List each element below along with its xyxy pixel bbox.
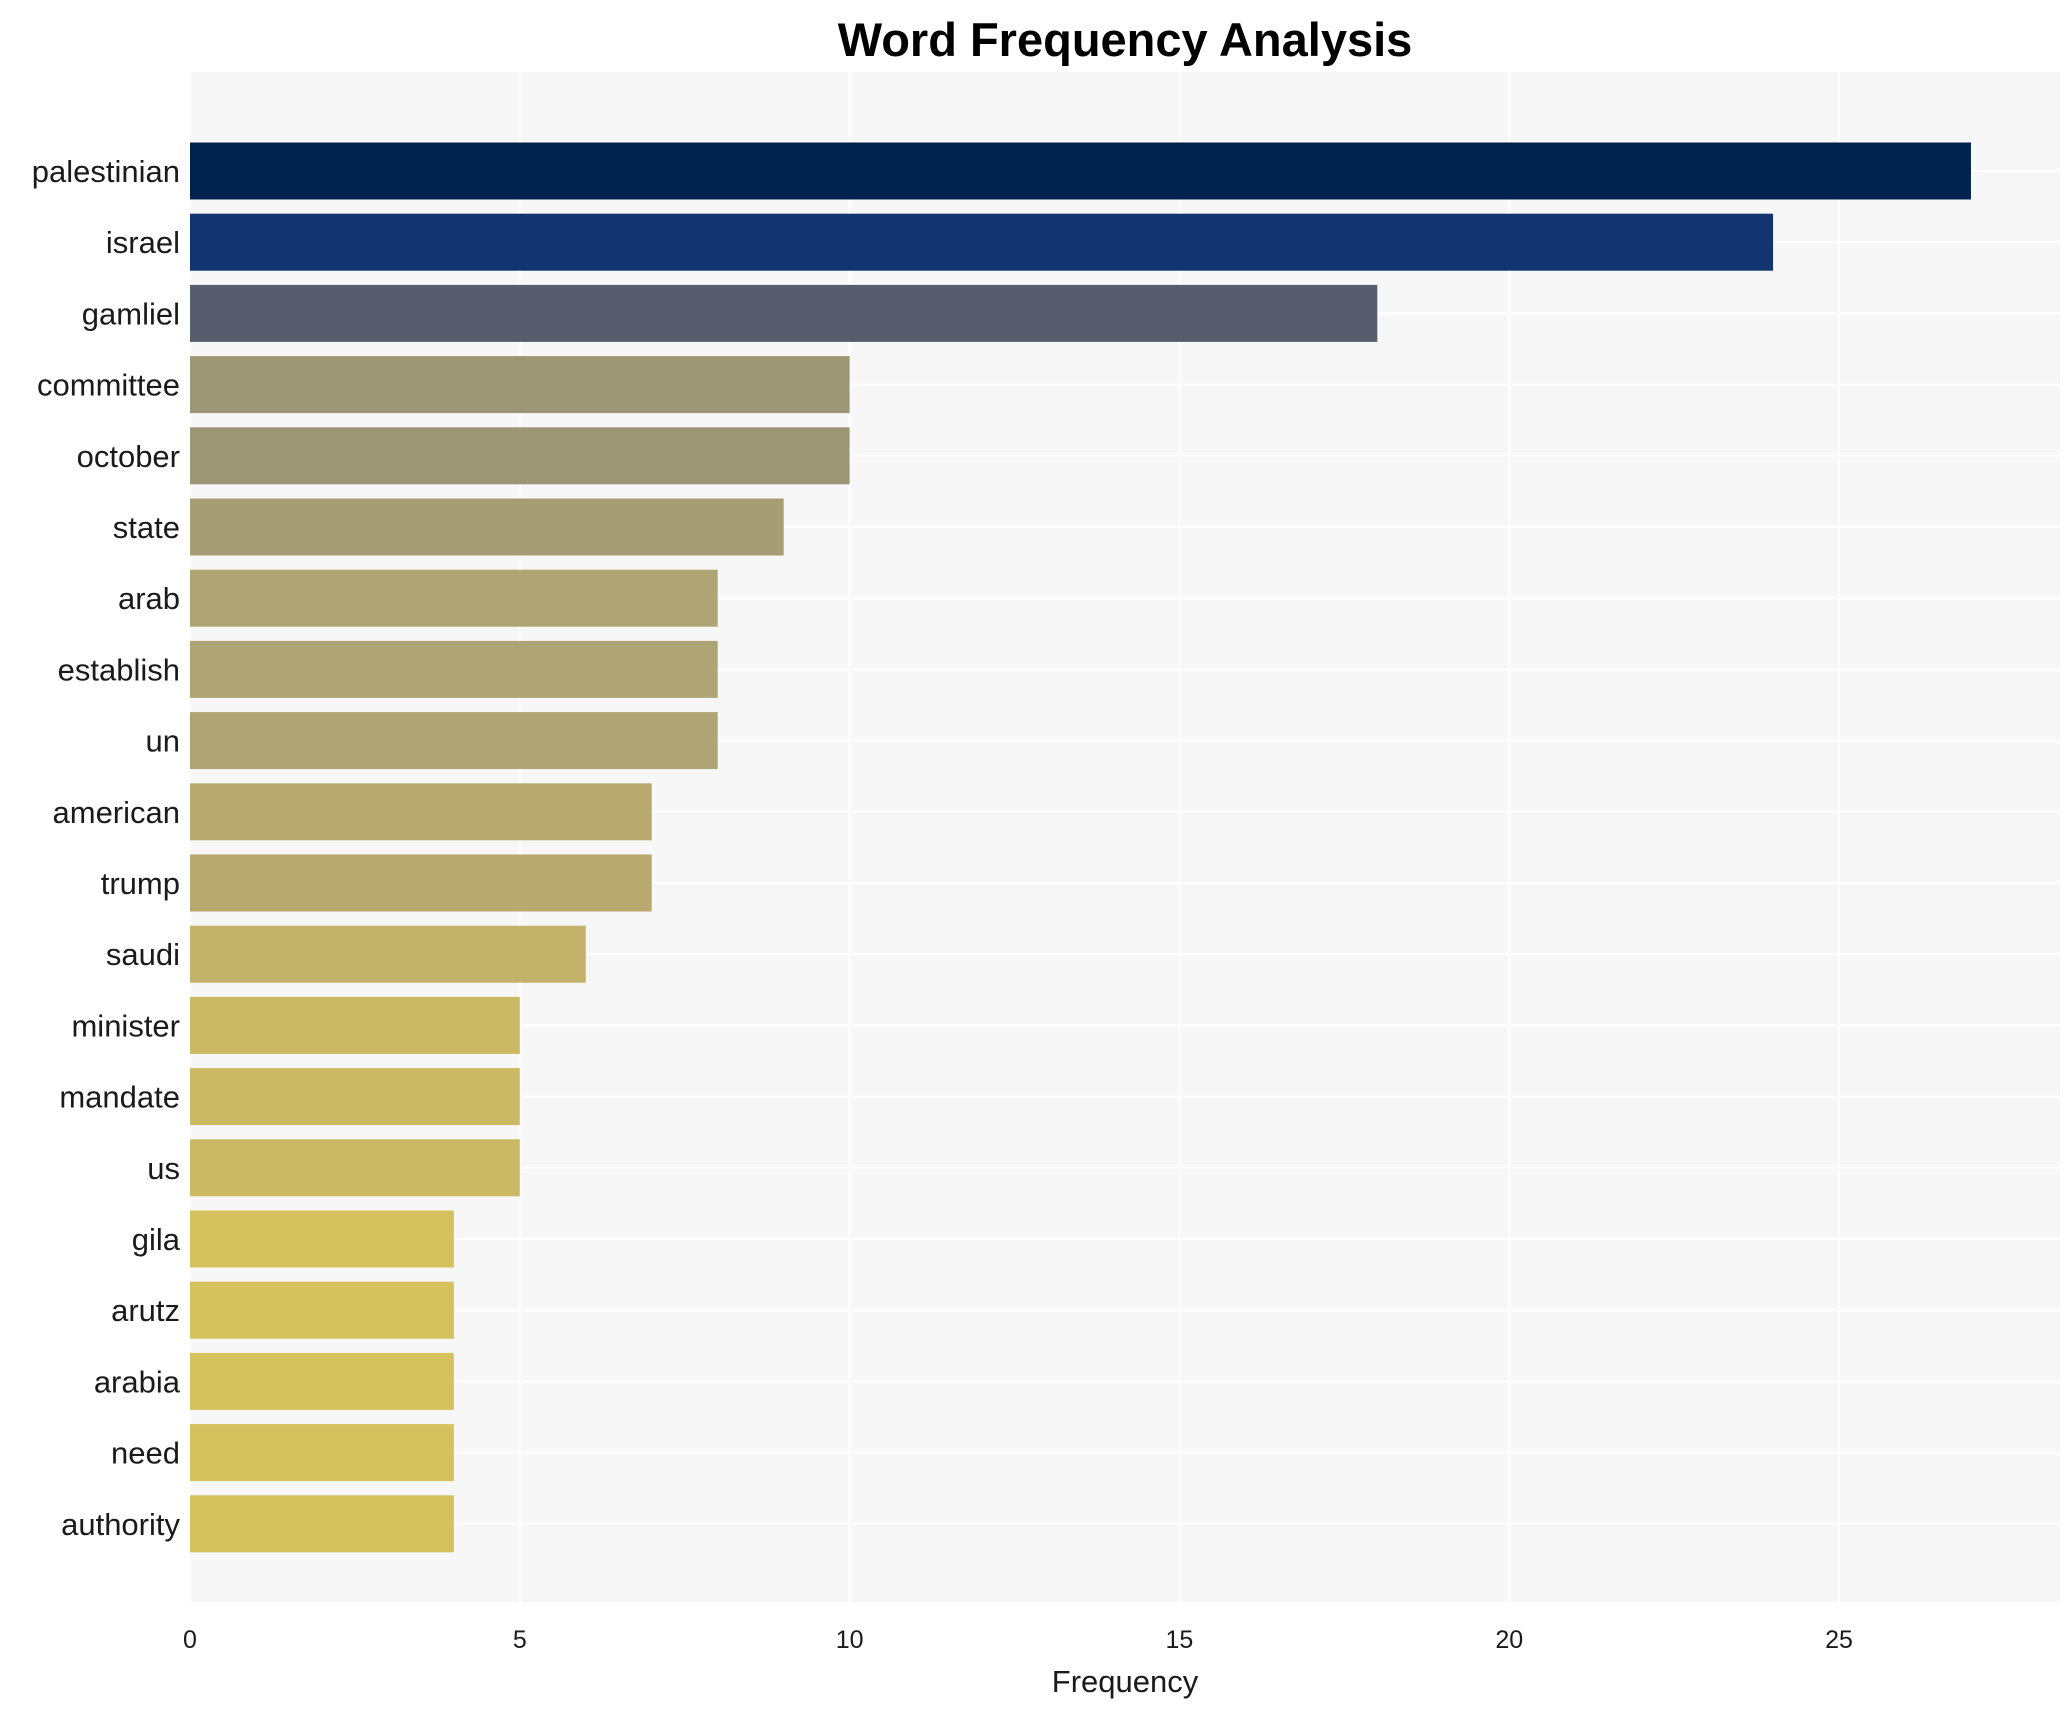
- x-tick-label-25: 25: [1825, 1626, 1853, 1654]
- category-label-state: state: [113, 510, 180, 545]
- x-tick-label-5: 5: [513, 1626, 527, 1654]
- bar-need: [190, 1424, 454, 1482]
- bar-establish: [190, 640, 718, 698]
- category-label-israel: israel: [106, 225, 180, 260]
- category-label-arutz: arutz: [111, 1293, 180, 1328]
- category-label-october: october: [77, 439, 180, 474]
- bar-un: [190, 712, 718, 770]
- category-label-gila: gila: [132, 1222, 181, 1257]
- bar-authority: [190, 1495, 454, 1553]
- category-label-trump: trump: [101, 866, 180, 901]
- category-label-gamliel: gamliel: [82, 296, 180, 331]
- bar-mandate: [190, 1068, 520, 1126]
- bar-minister: [190, 996, 520, 1054]
- bar-state: [190, 498, 784, 556]
- category-label-authority: authority: [61, 1507, 180, 1542]
- bar-saudi: [190, 925, 586, 983]
- category-label-un: un: [146, 724, 180, 759]
- x-tick-label-0: 0: [183, 1626, 197, 1654]
- x-tick-label-10: 10: [836, 1626, 864, 1654]
- chart-title: Word Frequency Analysis: [838, 13, 1413, 66]
- x-axis-title: Frequency: [1052, 1664, 1199, 1699]
- bar-trump: [190, 854, 652, 912]
- category-label-arab: arab: [118, 581, 180, 616]
- x-tick-labels: 0 5 10 15 20 25: [183, 1626, 1853, 1654]
- x-tick-label-20: 20: [1495, 1626, 1523, 1654]
- category-label-palestinian: palestinian: [32, 154, 180, 189]
- category-label-american: american: [53, 795, 181, 830]
- category-label-saudi: saudi: [106, 937, 180, 972]
- bar-us: [190, 1139, 520, 1197]
- category-label-need: need: [111, 1436, 180, 1471]
- category-label-us: us: [147, 1151, 180, 1186]
- bar-committee: [190, 356, 850, 414]
- bar-gila: [190, 1210, 454, 1268]
- bar-october: [190, 427, 850, 485]
- category-labels: palestinian israel gamliel committee october…: [32, 154, 181, 1542]
- bars: [190, 142, 1971, 1553]
- bar-gamliel: [190, 284, 1378, 342]
- category-label-arabia: arabia: [94, 1364, 181, 1399]
- category-label-committee: committee: [37, 368, 180, 403]
- category-label-establish: establish: [58, 652, 180, 687]
- category-label-mandate: mandate: [59, 1080, 180, 1115]
- bar-israel: [190, 213, 1774, 271]
- x-tick-label-15: 15: [1166, 1626, 1194, 1654]
- category-label-minister: minister: [71, 1008, 180, 1043]
- bar-arab: [190, 569, 718, 627]
- bar-palestinian: [190, 142, 1971, 200]
- bar-american: [190, 783, 652, 841]
- bar-arabia: [190, 1352, 454, 1410]
- bar-arutz: [190, 1281, 454, 1339]
